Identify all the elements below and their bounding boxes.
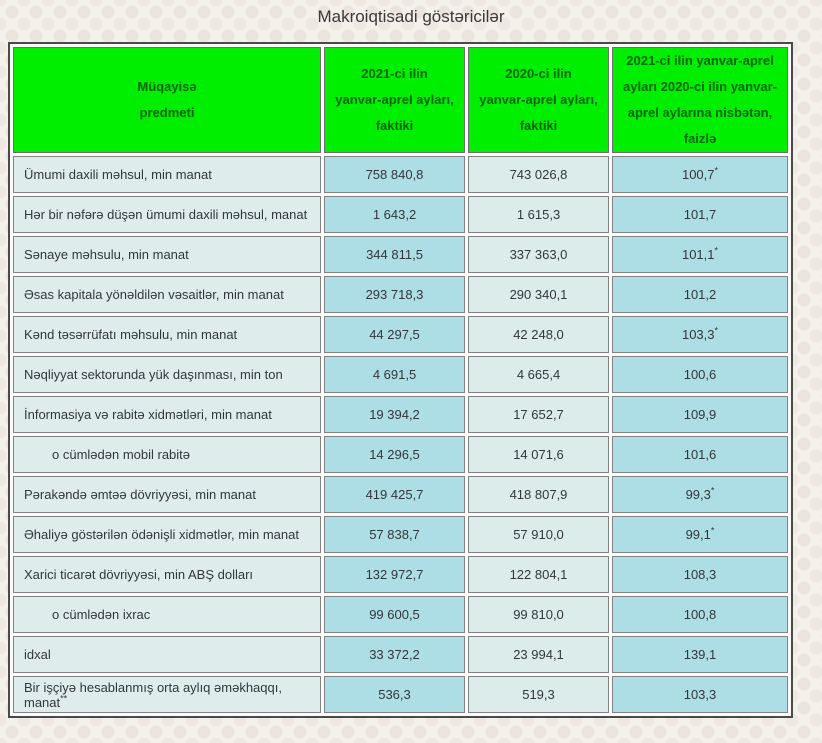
value-2021: 4 691,5: [324, 356, 465, 393]
value-percent: 101,7: [612, 196, 788, 233]
row-label: o cümlədən mobil rabitə: [13, 436, 321, 473]
table-row: İnformasiya və rabitə xidmətləri, min ma…: [13, 396, 788, 433]
value-percent: 100,8: [612, 596, 788, 633]
row-label: idxal: [13, 636, 321, 673]
table-header: Müqayisə predmeti 2021-ci ilin yanvar-ap…: [13, 47, 788, 153]
table-row: Sənaye məhsulu, min manat 344 811,5 337 …: [13, 236, 788, 273]
row-label: Hər bir nəfərə düşən ümumi daxili məhsul…: [13, 196, 321, 233]
value-2020: 519,3: [468, 676, 609, 713]
value-percent: 101,6: [612, 436, 788, 473]
value-2021: 536,3: [324, 676, 465, 713]
table-row: Nəqliyyat sektorunda yük daşınması, min …: [13, 356, 788, 393]
value-2020: 14 071,6: [468, 436, 609, 473]
value-2021: 99 600,5: [324, 596, 465, 633]
value-percent: 101,1*: [612, 236, 788, 273]
value-2021: 19 394,2: [324, 396, 465, 433]
value-percent: 99,1*: [612, 516, 788, 553]
row-label: İnformasiya və rabitə xidmətləri, min ma…: [13, 396, 321, 433]
table-body: Ümumi daxili məhsul, min manat 758 840,8…: [13, 156, 788, 713]
row-label: Əsas kapitala yönəldilən vəsaitlər, min …: [13, 276, 321, 313]
table-row: o cümlədən mobil rabitə 14 296,5 14 071,…: [13, 436, 788, 473]
value-2021: 14 296,5: [324, 436, 465, 473]
row-label: Kənd təsərrüfatı məhsulu, min manat: [13, 316, 321, 353]
value-2020: 99 810,0: [468, 596, 609, 633]
value-2021: 33 372,2: [324, 636, 465, 673]
row-label: Sənaye məhsulu, min manat: [13, 236, 321, 273]
value-2021: 419 425,7: [324, 476, 465, 513]
value-percent: 109,9: [612, 396, 788, 433]
value-2020: 57 910,0: [468, 516, 609, 553]
value-2020: 418 807,9: [468, 476, 609, 513]
footnote-marker: *: [714, 325, 719, 336]
value-2020: 290 340,1: [468, 276, 609, 313]
value-2021: 344 811,5: [324, 236, 465, 273]
value-percent: 100,7*: [612, 156, 788, 193]
table-row: idxal 33 372,2 23 994,1 139,1: [13, 636, 788, 673]
table-row: Kənd təsərrüfatı məhsulu, min manat 44 2…: [13, 316, 788, 353]
table-row: o cümlədən ixrac 99 600,5 99 810,0 100,8: [13, 596, 788, 633]
value-2020: 337 363,0: [468, 236, 609, 273]
table-row: Bir işçiyə hesablanmış orta aylıq əməkha…: [13, 676, 788, 713]
row-label: o cümlədən ixrac: [13, 596, 321, 633]
value-percent: 139,1: [612, 636, 788, 673]
table-row: Ümumi daxili məhsul, min manat 758 840,8…: [13, 156, 788, 193]
row-label: Bir işçiyə hesablanmış orta aylıq əməkha…: [13, 676, 321, 713]
value-2021: 57 838,7: [324, 516, 465, 553]
value-2021: 758 840,8: [324, 156, 465, 193]
value-2020: 743 026,8: [468, 156, 609, 193]
page-title: Makroiqtisadi göstəricilər: [317, 7, 505, 26]
header-comparison-subject: Müqayisə predmeti: [13, 47, 321, 153]
table-row: Əhaliyə göstərilən ödənişli xidmətlər, m…: [13, 516, 788, 553]
value-2020: 42 248,0: [468, 316, 609, 353]
value-percent: 100,6: [612, 356, 788, 393]
table-row: Əsas kapitala yönəldilən vəsaitlər, min …: [13, 276, 788, 313]
row-label: Xarici ticarət dövriyyəsi, min ABŞ dolla…: [13, 556, 321, 593]
value-2020: 17 652,7: [468, 396, 609, 433]
footnote-marker: *: [710, 525, 715, 536]
value-2020: 23 994,1: [468, 636, 609, 673]
value-percent: 99,3*: [612, 476, 788, 513]
footnote-marker: *: [714, 245, 719, 256]
value-2020: 1 615,3: [468, 196, 609, 233]
header-2021-actual: 2021-ci ilin yanvar-aprel ayları, faktik…: [324, 47, 465, 153]
table-row: Xarici ticarət dövriyyəsi, min ABŞ dolla…: [13, 556, 788, 593]
row-label: Pərakəndə əmtəə dövriyyəsi, min manat: [13, 476, 321, 513]
table-row: Pərakəndə əmtəə dövriyyəsi, min manat 41…: [13, 476, 788, 513]
footnote-marker: *: [710, 485, 715, 496]
indicators-table: Müqayisə predmeti 2021-ci ilin yanvar-ap…: [8, 42, 793, 718]
value-2021: 44 297,5: [324, 316, 465, 353]
value-2021: 1 643,2: [324, 196, 465, 233]
header-2020-actual: 2020-ci ilin yanvar-aprel ayları, faktik…: [468, 47, 609, 153]
row-label: Ümumi daxili məhsul, min manat: [13, 156, 321, 193]
table-row: Hər bir nəfərə düşən ümumi daxili məhsul…: [13, 196, 788, 233]
footnote-marker: *: [714, 165, 719, 176]
value-percent: 108,3: [612, 556, 788, 593]
header-percent-change: 2021-ci ilin yanvar-aprel ayları 2020-ci…: [612, 47, 788, 153]
value-2020: 122 804,1: [468, 556, 609, 593]
row-label: Nəqliyyat sektorunda yük daşınması, min …: [13, 356, 321, 393]
row-label: Əhaliyə göstərilən ödənişli xidmətlər, m…: [13, 516, 321, 553]
value-2021: 132 972,7: [324, 556, 465, 593]
header-row: Müqayisə predmeti 2021-ci ilin yanvar-ap…: [13, 47, 788, 153]
footnote-marker: **: [60, 693, 68, 704]
value-percent: 101,2: [612, 276, 788, 313]
value-2021: 293 718,3: [324, 276, 465, 313]
value-percent: 103,3: [612, 676, 788, 713]
value-2020: 4 665,4: [468, 356, 609, 393]
value-percent: 103,3*: [612, 316, 788, 353]
